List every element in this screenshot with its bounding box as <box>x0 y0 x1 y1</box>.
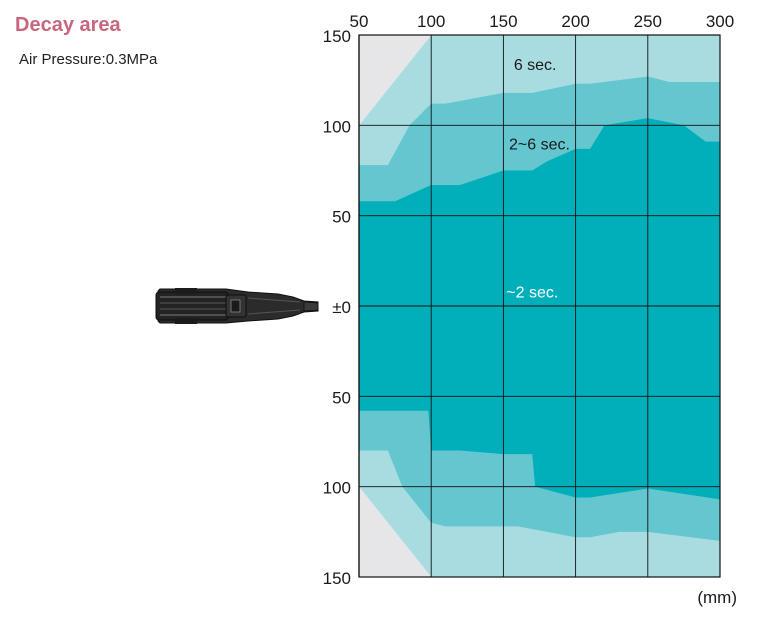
zone-annotation: ~2 sec. <box>506 285 558 302</box>
y-tick-label: 150 <box>323 27 351 46</box>
air-pressure-label: Air Pressure:0.3MPa <box>19 51 158 68</box>
y-tick-label: ±0 <box>332 298 351 317</box>
zone-labels-layer: 6 sec. 2~6 sec. ~2 sec. <box>506 57 570 302</box>
air-nozzle-icon <box>155 288 319 324</box>
chart-title: Decay area <box>15 14 121 36</box>
x-tick-label: 250 <box>634 12 662 31</box>
ticks-layer: 50 100 150 200 250 300 150 100 50 ±0 50 100 150 <box>323 12 735 588</box>
zone-3-area <box>359 118 720 500</box>
grid-layer <box>358 34 721 578</box>
y-tick-label: 50 <box>332 388 351 407</box>
unit-label: (mm) <box>697 588 737 607</box>
x-tick-label: 50 <box>350 12 369 31</box>
no-effect-area-upper <box>359 35 432 126</box>
x-tick-label: 200 <box>561 12 589 31</box>
y-tick-label: 100 <box>323 117 351 136</box>
x-tick-label: 300 <box>706 12 734 31</box>
zone-annotation: 6 sec. <box>514 57 557 74</box>
x-tick-label: 100 <box>417 12 445 31</box>
y-tick-label: 50 <box>332 208 351 227</box>
y-tick-label: 150 <box>323 569 351 588</box>
plot-frame <box>358 34 721 578</box>
x-tick-label: 150 <box>489 12 517 31</box>
no-effect-area-lower <box>359 486 432 577</box>
zone-annotation: 2~6 sec. <box>509 136 570 153</box>
y-tick-label: 100 <box>323 479 351 498</box>
